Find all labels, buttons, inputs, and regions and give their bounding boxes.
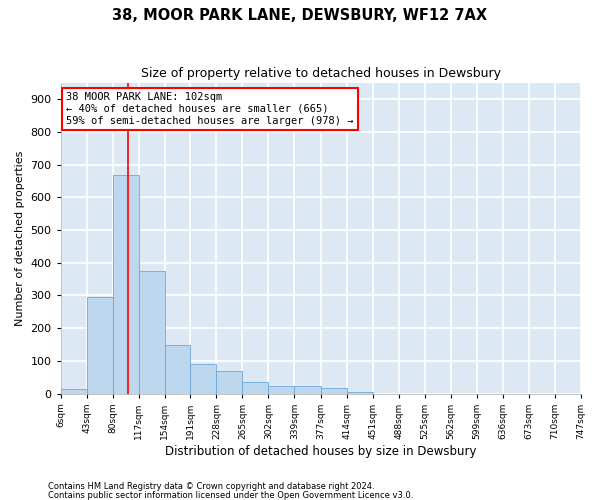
Bar xyxy=(61,388,86,394)
Text: 38 MOOR PARK LANE: 102sqm
← 40% of detached houses are smaller (665)
59% of semi: 38 MOOR PARK LANE: 102sqm ← 40% of detac… xyxy=(66,92,353,126)
Bar xyxy=(164,344,190,394)
X-axis label: Distribution of detached houses by size in Dewsbury: Distribution of detached houses by size … xyxy=(165,444,476,458)
Y-axis label: Number of detached properties: Number of detached properties xyxy=(15,150,25,326)
Bar xyxy=(294,386,321,394)
Bar xyxy=(242,382,268,394)
Text: Contains HM Land Registry data © Crown copyright and database right 2024.: Contains HM Land Registry data © Crown c… xyxy=(48,482,374,491)
Bar xyxy=(347,392,373,394)
Bar xyxy=(321,388,347,394)
Text: 38, MOOR PARK LANE, DEWSBURY, WF12 7AX: 38, MOOR PARK LANE, DEWSBURY, WF12 7AX xyxy=(112,8,488,22)
Bar xyxy=(113,174,139,394)
Bar xyxy=(139,271,164,394)
Title: Size of property relative to detached houses in Dewsbury: Size of property relative to detached ho… xyxy=(140,68,500,80)
Bar xyxy=(190,364,217,394)
Text: Contains public sector information licensed under the Open Government Licence v3: Contains public sector information licen… xyxy=(48,490,413,500)
Bar xyxy=(268,386,294,394)
Bar xyxy=(86,297,113,394)
Bar xyxy=(217,370,242,394)
